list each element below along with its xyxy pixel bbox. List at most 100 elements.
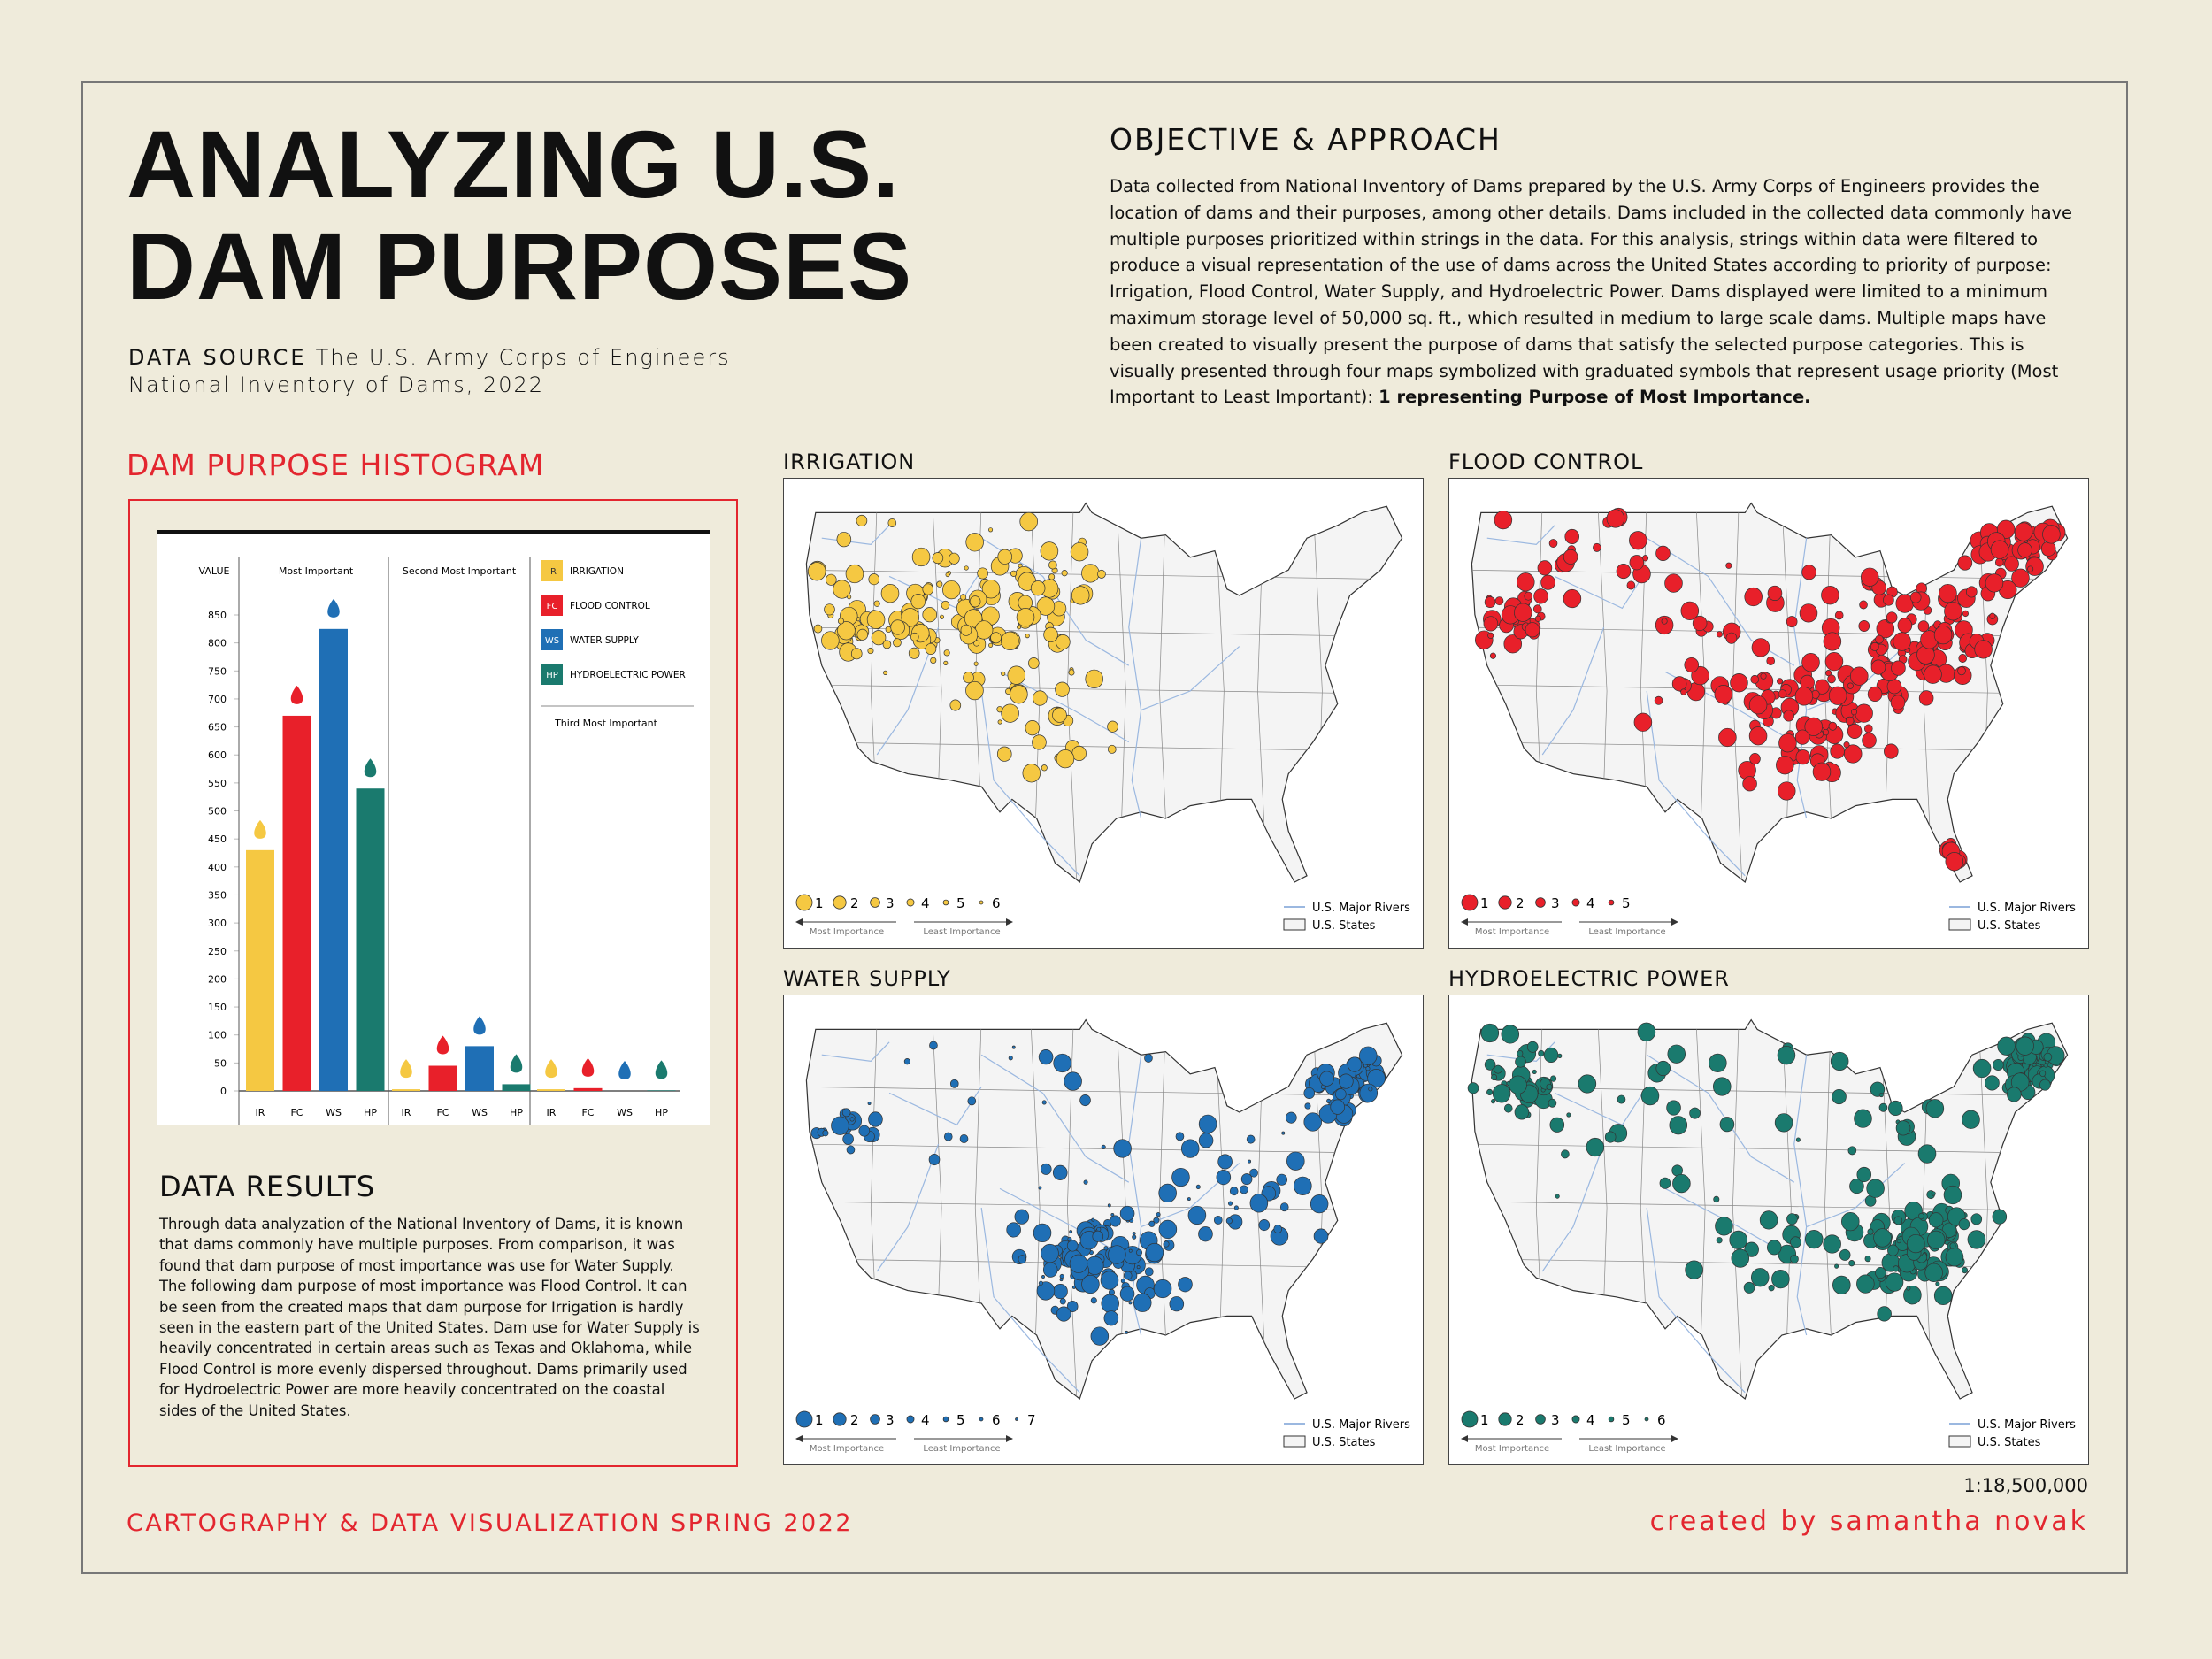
- legend-states: U.S. States: [1978, 1436, 2041, 1449]
- dam-point: [1360, 1084, 1378, 1102]
- source-label: DATA SOURCE: [128, 345, 307, 370]
- dam-point: [1041, 1275, 1044, 1278]
- dam-point: [1108, 721, 1118, 732]
- dam-point: [1484, 617, 1498, 631]
- dam-point: [1495, 597, 1503, 605]
- dam-point: [1009, 1056, 1012, 1060]
- purpose-icon: [618, 1061, 631, 1079]
- dam-point: [1056, 634, 1070, 649]
- dam-point: [1025, 634, 1029, 638]
- dam-point: [2039, 1071, 2045, 1077]
- dam-point: [1962, 611, 1968, 617]
- dam-point: [1847, 724, 1862, 738]
- dam-point: [1860, 601, 1868, 609]
- dam-point: [933, 552, 943, 563]
- dam-point: [1056, 749, 1074, 768]
- dam-point: [1056, 1307, 1071, 1321]
- dam-point: [1985, 574, 2003, 593]
- dam-point: [1768, 586, 1782, 600]
- map: 1 2 3 4 5 Most Importance Least Importance U.S.…: [1448, 478, 2089, 949]
- legend-rank: 1: [1480, 1412, 1489, 1428]
- dam-point: [960, 595, 965, 601]
- dam-point: [961, 625, 972, 635]
- dam-point: [1048, 574, 1054, 580]
- dam-point: [1769, 1285, 1774, 1291]
- river: [1647, 691, 1745, 876]
- legend-symbol: [979, 900, 984, 905]
- dam-point: [1732, 1249, 1749, 1268]
- dam-point: [1745, 588, 1763, 606]
- dam-point: [1214, 1216, 1222, 1224]
- dam-point: [966, 681, 984, 700]
- dam-point: [1864, 725, 1872, 733]
- legend-rank: 6: [992, 1412, 1001, 1428]
- dam-point: [1539, 1050, 1544, 1056]
- dam-point: [1749, 695, 1767, 714]
- dam-point: [973, 641, 979, 647]
- dam-point: [826, 574, 836, 585]
- group-label: Second Most Important: [403, 565, 517, 577]
- map: 1 2 3 4 5 6 7 Most Importance Least Importance U.…: [783, 995, 1424, 1465]
- dam-point: [868, 648, 873, 654]
- dam-point: [1565, 529, 1579, 543]
- dam-point: [1760, 1211, 1778, 1230]
- river: [1794, 1055, 1807, 1335]
- dam-point: [1800, 604, 1817, 623]
- legend-symbol: [1535, 1414, 1546, 1425]
- dam-point: [1326, 1099, 1330, 1103]
- dam-point: [1125, 1331, 1128, 1333]
- dam-point: [1072, 1286, 1075, 1288]
- legend-symbol: [1498, 1412, 1512, 1426]
- dam-point: [1188, 1206, 1206, 1225]
- purpose-icon: [510, 1054, 523, 1073]
- dam-point: [1898, 618, 1912, 633]
- dam-point: [1368, 1069, 1386, 1087]
- bar: [428, 1065, 457, 1091]
- dam-point: [1348, 1057, 1362, 1071]
- dam-point: [1039, 1281, 1042, 1286]
- dam-point: [832, 1117, 849, 1135]
- arrow-head: [1006, 1435, 1013, 1442]
- dam-point: [1093, 1231, 1103, 1241]
- map-title: FLOOD CONTROL: [1448, 449, 1644, 474]
- bar: [647, 1090, 676, 1091]
- dam-point: [1042, 1101, 1046, 1105]
- dam-point: [1891, 695, 1905, 710]
- dam-point: [991, 633, 1002, 643]
- dam-point: [1771, 1270, 1789, 1288]
- dam-point: [1831, 744, 1845, 758]
- dam-point: [1834, 1264, 1838, 1269]
- dam-point: [1859, 620, 1870, 631]
- dam-point: [1490, 653, 1495, 659]
- dam-point: [1133, 1235, 1136, 1240]
- y-tick-label: 250: [208, 946, 227, 957]
- dam-point: [1713, 1078, 1731, 1096]
- dam-point: [1893, 1266, 1899, 1272]
- dam-point: [1745, 1242, 1759, 1256]
- dam-point: [1709, 1054, 1726, 1072]
- dam-point: [1924, 665, 1942, 684]
- bar: [319, 628, 348, 1091]
- dam-point: [1033, 1224, 1051, 1242]
- dam-point: [1634, 713, 1652, 732]
- dam-point: [1617, 564, 1631, 578]
- dam-point: [888, 518, 896, 526]
- objective-text: Data collected from National Inventory o…: [1110, 173, 2092, 411]
- dam-point: [1129, 1249, 1132, 1252]
- dam-point: [1973, 1059, 1991, 1078]
- arrow-head: [1671, 1435, 1678, 1442]
- bar: [465, 1046, 494, 1091]
- x-tick-label: FC: [436, 1107, 449, 1118]
- dam-point: [1776, 756, 1793, 774]
- dam-point: [1767, 657, 1775, 664]
- dam-point: [1958, 556, 1972, 570]
- dam-point: [944, 650, 949, 657]
- x-tick-label: IR: [256, 1107, 265, 1118]
- dam-point: [1802, 653, 1820, 672]
- histogram-box: [128, 499, 738, 1467]
- dam-point: [1486, 1089, 1492, 1095]
- results-heading: DATA RESULTS: [159, 1170, 376, 1203]
- dam-point: [1563, 589, 1581, 608]
- legend-symbol: [906, 1415, 915, 1424]
